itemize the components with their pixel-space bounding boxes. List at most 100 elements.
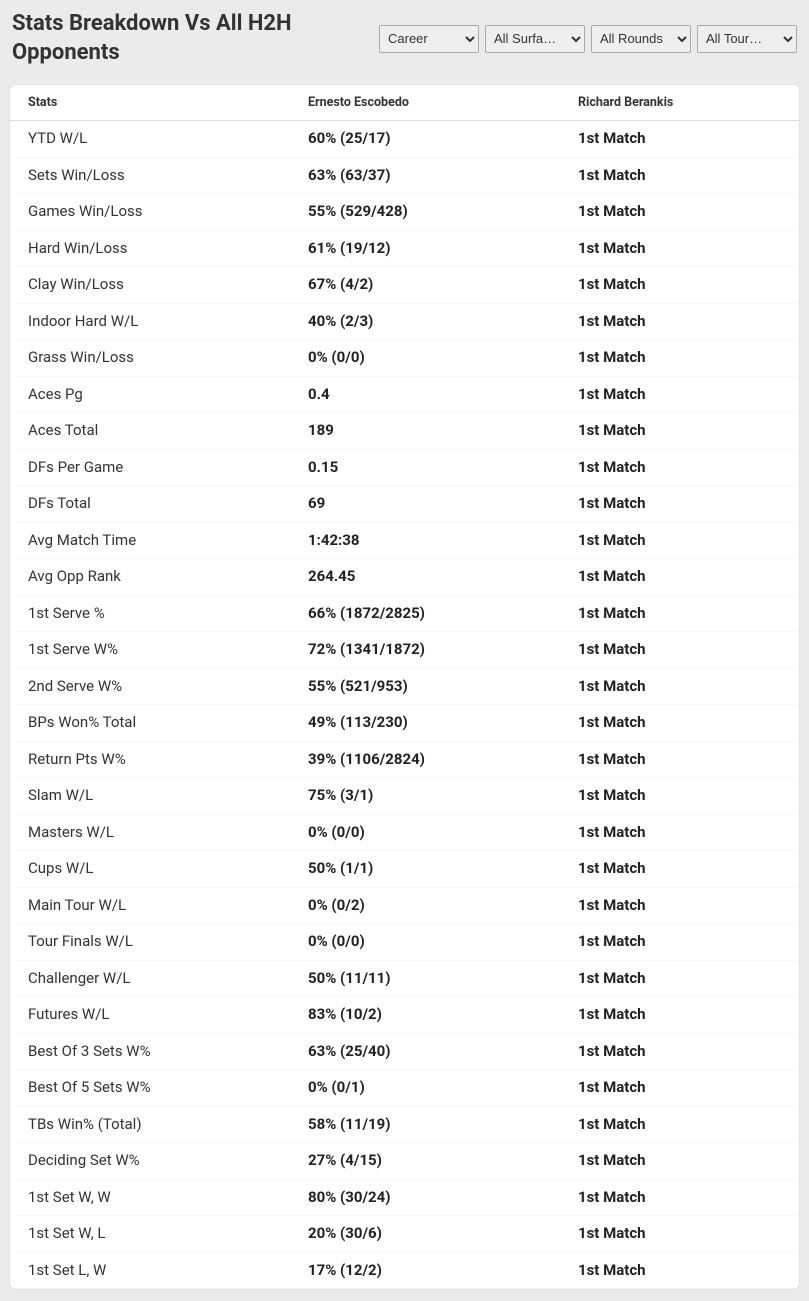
player2-value-cell: 1st Match [560, 340, 799, 377]
table-row: 1st Serve %66% (1872/2825)1st Match [10, 595, 799, 632]
player1-value-cell: 72% (1341/1872) [290, 632, 560, 669]
table-header: Stats Ernesto Escobedo Richard Berankis [10, 85, 799, 121]
filter-group: Career All Surfa… All Rounds All Tour… [379, 25, 797, 53]
stat-name-cell: Indoor Hard W/L [10, 303, 290, 340]
col-header-player2: Richard Berankis [560, 85, 799, 121]
stat-name-cell: YTD W/L [10, 121, 290, 158]
player1-value-cell: 50% (11/11) [290, 960, 560, 997]
player1-value-cell: 27% (4/15) [290, 1143, 560, 1180]
page-title: Stats Breakdown Vs All H2H Opponents [12, 10, 371, 67]
player2-value-cell: 1st Match [560, 997, 799, 1034]
table-row: Challenger W/L50% (11/11)1st Match [10, 960, 799, 997]
stat-name-cell: 1st Set L, W [10, 1252, 290, 1289]
player1-value-cell: 60% (25/17) [290, 121, 560, 158]
player2-value-cell: 1st Match [560, 924, 799, 961]
player1-value-cell: 69 [290, 486, 560, 523]
stat-name-cell: 1st Serve W% [10, 632, 290, 669]
table-row: Sets Win/Loss63% (63/37)1st Match [10, 157, 799, 194]
stat-name-cell: DFs Total [10, 486, 290, 523]
player2-value-cell: 1st Match [560, 1179, 799, 1216]
table-row: Cups W/L50% (1/1)1st Match [10, 851, 799, 888]
player1-value-cell: 40% (2/3) [290, 303, 560, 340]
player2-value-cell: 1st Match [560, 486, 799, 523]
filter-surface-select[interactable]: All Surfa… [485, 25, 585, 53]
player2-value-cell: 1st Match [560, 851, 799, 888]
player2-value-cell: 1st Match [560, 376, 799, 413]
stat-name-cell: Challenger W/L [10, 960, 290, 997]
player1-value-cell: 58% (11/19) [290, 1106, 560, 1143]
player2-value-cell: 1st Match [560, 1070, 799, 1107]
table-row: 1st Set W, L20% (30/6)1st Match [10, 1216, 799, 1253]
stat-name-cell: Hard Win/Loss [10, 230, 290, 267]
table-row: Return Pts W%39% (1106/2824)1st Match [10, 741, 799, 778]
table-row: Deciding Set W%27% (4/15)1st Match [10, 1143, 799, 1180]
table-row: Aces Pg0.41st Match [10, 376, 799, 413]
player2-value-cell: 1st Match [560, 741, 799, 778]
player1-value-cell: 75% (3/1) [290, 778, 560, 815]
table-row: 2nd Serve W%55% (521/953)1st Match [10, 668, 799, 705]
table-row: DFs Total691st Match [10, 486, 799, 523]
stat-name-cell: Best Of 5 Sets W% [10, 1070, 290, 1107]
stat-name-cell: Main Tour W/L [10, 887, 290, 924]
player1-value-cell: 20% (30/6) [290, 1216, 560, 1253]
player2-value-cell: 1st Match [560, 303, 799, 340]
stat-name-cell: Tour Finals W/L [10, 924, 290, 961]
stat-name-cell: Cups W/L [10, 851, 290, 888]
col-header-player1: Ernesto Escobedo [290, 85, 560, 121]
player2-value-cell: 1st Match [560, 668, 799, 705]
stat-name-cell: 1st Set W, L [10, 1216, 290, 1253]
table-row: Best Of 5 Sets W%0% (0/1)1st Match [10, 1070, 799, 1107]
player2-value-cell: 1st Match [560, 559, 799, 596]
filter-round-select[interactable]: All Rounds [591, 25, 691, 53]
player1-value-cell: 63% (25/40) [290, 1033, 560, 1070]
player2-value-cell: 1st Match [560, 595, 799, 632]
stat-name-cell: Games Win/Loss [10, 194, 290, 231]
stat-name-cell: BPs Won% Total [10, 705, 290, 742]
stat-name-cell: Masters W/L [10, 814, 290, 851]
filter-tour-select[interactable]: All Tour… [697, 25, 797, 53]
player1-value-cell: 63% (63/37) [290, 157, 560, 194]
player2-value-cell: 1st Match [560, 157, 799, 194]
stat-name-cell: Sets Win/Loss [10, 157, 290, 194]
player1-value-cell: 39% (1106/2824) [290, 741, 560, 778]
player2-value-cell: 1st Match [560, 814, 799, 851]
table-row: Clay Win/Loss67% (4/2)1st Match [10, 267, 799, 304]
stat-name-cell: Aces Total [10, 413, 290, 450]
player1-value-cell: 0% (0/0) [290, 340, 560, 377]
stat-name-cell: Deciding Set W% [10, 1143, 290, 1180]
player2-value-cell: 1st Match [560, 1143, 799, 1180]
player2-value-cell: 1st Match [560, 522, 799, 559]
player1-value-cell: 1:42:38 [290, 522, 560, 559]
player2-value-cell: 1st Match [560, 449, 799, 486]
table-body: YTD W/L60% (25/17)1st MatchSets Win/Loss… [10, 121, 799, 1289]
table-row: Best Of 3 Sets W%63% (25/40)1st Match [10, 1033, 799, 1070]
player1-value-cell: 0.4 [290, 376, 560, 413]
player2-value-cell: 1st Match [560, 1106, 799, 1143]
player2-value-cell: 1st Match [560, 267, 799, 304]
stats-table: Stats Ernesto Escobedo Richard Berankis … [10, 85, 799, 1289]
table-row: 1st Serve W%72% (1341/1872)1st Match [10, 632, 799, 669]
table-row: Aces Total1891st Match [10, 413, 799, 450]
table-row: Avg Match Time1:42:381st Match [10, 522, 799, 559]
table-row: Main Tour W/L0% (0/2)1st Match [10, 887, 799, 924]
filter-period-select[interactable]: Career [379, 25, 479, 53]
player1-value-cell: 61% (19/12) [290, 230, 560, 267]
table-row: YTD W/L60% (25/17)1st Match [10, 121, 799, 158]
stat-name-cell: Aces Pg [10, 376, 290, 413]
table-row: 1st Set W, W80% (30/24)1st Match [10, 1179, 799, 1216]
player1-value-cell: 189 [290, 413, 560, 450]
table-row: Slam W/L75% (3/1)1st Match [10, 778, 799, 815]
stat-name-cell: Clay Win/Loss [10, 267, 290, 304]
table-row: TBs Win% (Total)58% (11/19)1st Match [10, 1106, 799, 1143]
table-row: Indoor Hard W/L40% (2/3)1st Match [10, 303, 799, 340]
player2-value-cell: 1st Match [560, 413, 799, 450]
header-bar: Stats Breakdown Vs All H2H Opponents Car… [0, 0, 809, 77]
table-row: Hard Win/Loss61% (19/12)1st Match [10, 230, 799, 267]
stat-name-cell: 1st Set W, W [10, 1179, 290, 1216]
stat-name-cell: DFs Per Game [10, 449, 290, 486]
player2-value-cell: 1st Match [560, 778, 799, 815]
stat-name-cell: Return Pts W% [10, 741, 290, 778]
stat-name-cell: 2nd Serve W% [10, 668, 290, 705]
table-row: Tour Finals W/L0% (0/0)1st Match [10, 924, 799, 961]
player2-value-cell: 1st Match [560, 1033, 799, 1070]
